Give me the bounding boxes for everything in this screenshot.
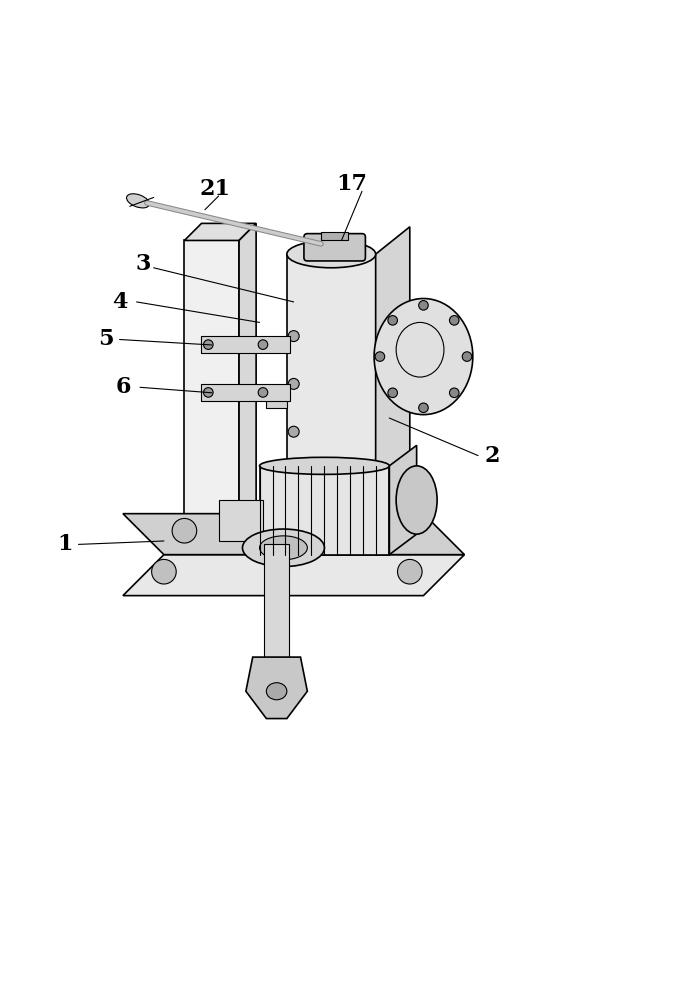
Polygon shape	[123, 555, 464, 596]
Text: 3: 3	[136, 253, 151, 275]
Circle shape	[419, 301, 428, 310]
Circle shape	[375, 352, 385, 361]
Circle shape	[258, 388, 268, 397]
Circle shape	[204, 388, 213, 397]
Circle shape	[258, 340, 268, 349]
Text: 5: 5	[98, 328, 113, 350]
Circle shape	[398, 559, 422, 584]
Circle shape	[288, 426, 299, 437]
Text: 17: 17	[336, 173, 367, 195]
Circle shape	[288, 378, 299, 389]
FancyBboxPatch shape	[184, 240, 239, 555]
Ellipse shape	[266, 683, 287, 700]
Polygon shape	[246, 657, 307, 719]
Circle shape	[388, 388, 398, 398]
FancyBboxPatch shape	[219, 500, 263, 541]
Circle shape	[419, 403, 428, 413]
Circle shape	[152, 559, 176, 584]
Text: 6: 6	[115, 376, 130, 398]
Ellipse shape	[260, 536, 307, 560]
Polygon shape	[123, 514, 464, 555]
Circle shape	[204, 340, 213, 349]
FancyBboxPatch shape	[264, 544, 289, 657]
Circle shape	[377, 518, 402, 543]
Text: 1: 1	[57, 533, 72, 555]
Ellipse shape	[287, 240, 376, 268]
Polygon shape	[376, 227, 410, 486]
Polygon shape	[389, 445, 417, 555]
Circle shape	[462, 352, 472, 361]
Polygon shape	[239, 223, 256, 555]
Text: 21: 21	[199, 178, 231, 200]
Circle shape	[388, 316, 398, 325]
Text: 2: 2	[484, 445, 499, 467]
Ellipse shape	[396, 466, 437, 534]
FancyBboxPatch shape	[266, 391, 287, 408]
Ellipse shape	[374, 299, 473, 415]
Ellipse shape	[260, 457, 389, 474]
FancyBboxPatch shape	[287, 254, 376, 486]
Polygon shape	[184, 223, 256, 240]
FancyBboxPatch shape	[260, 466, 389, 555]
Circle shape	[449, 388, 459, 398]
Text: 4: 4	[112, 291, 127, 313]
Circle shape	[449, 316, 459, 325]
Ellipse shape	[126, 194, 150, 208]
FancyBboxPatch shape	[201, 384, 290, 401]
Ellipse shape	[242, 529, 324, 567]
FancyBboxPatch shape	[201, 336, 290, 353]
FancyBboxPatch shape	[304, 234, 365, 261]
Circle shape	[288, 331, 299, 342]
Circle shape	[172, 518, 197, 543]
FancyBboxPatch shape	[321, 232, 348, 240]
